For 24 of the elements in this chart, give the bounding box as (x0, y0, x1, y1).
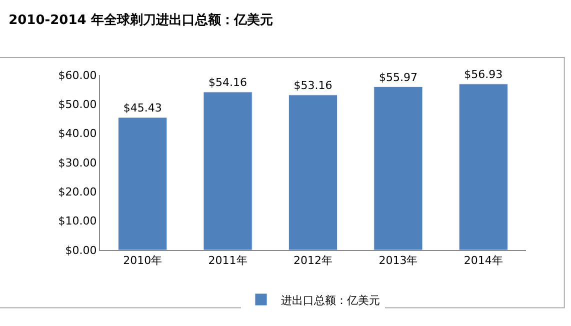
data-label: $56.93 (464, 68, 503, 81)
bar (374, 86, 423, 250)
data-label: $54.16 (208, 76, 248, 90)
y-tick-label: $60.00 (58, 68, 97, 82)
x-tick-label: 2010年 (123, 254, 162, 268)
y-tick-label: $40.00 (58, 127, 97, 140)
x-tick-label: 2012年 (294, 254, 332, 268)
x-tick-label: 2013年 (378, 254, 418, 268)
bar (458, 84, 508, 250)
y-tick-label: $30.00 (58, 156, 97, 170)
chart-title: 2010-2014 年全球剃刀进出口总额：亿美元 (8, 12, 273, 28)
x-tick-label: 2014年 (464, 254, 503, 268)
bar (118, 117, 168, 250)
x-tick-label: 2011年 (208, 254, 248, 268)
data-label: $55.97 (378, 70, 418, 84)
y-tick-label: $10.00 (58, 214, 97, 228)
bar (203, 92, 252, 250)
data-label: $45.43 (123, 102, 162, 114)
y-tick-label: $0.00 (65, 244, 97, 257)
y-tick-label: $20.00 (58, 186, 97, 199)
y-tick-label: $50.00 (58, 98, 97, 112)
legend-label: 进出口总额：亿美元 (281, 294, 380, 307)
bar (288, 94, 338, 250)
data-label: $53.16 (294, 78, 332, 92)
